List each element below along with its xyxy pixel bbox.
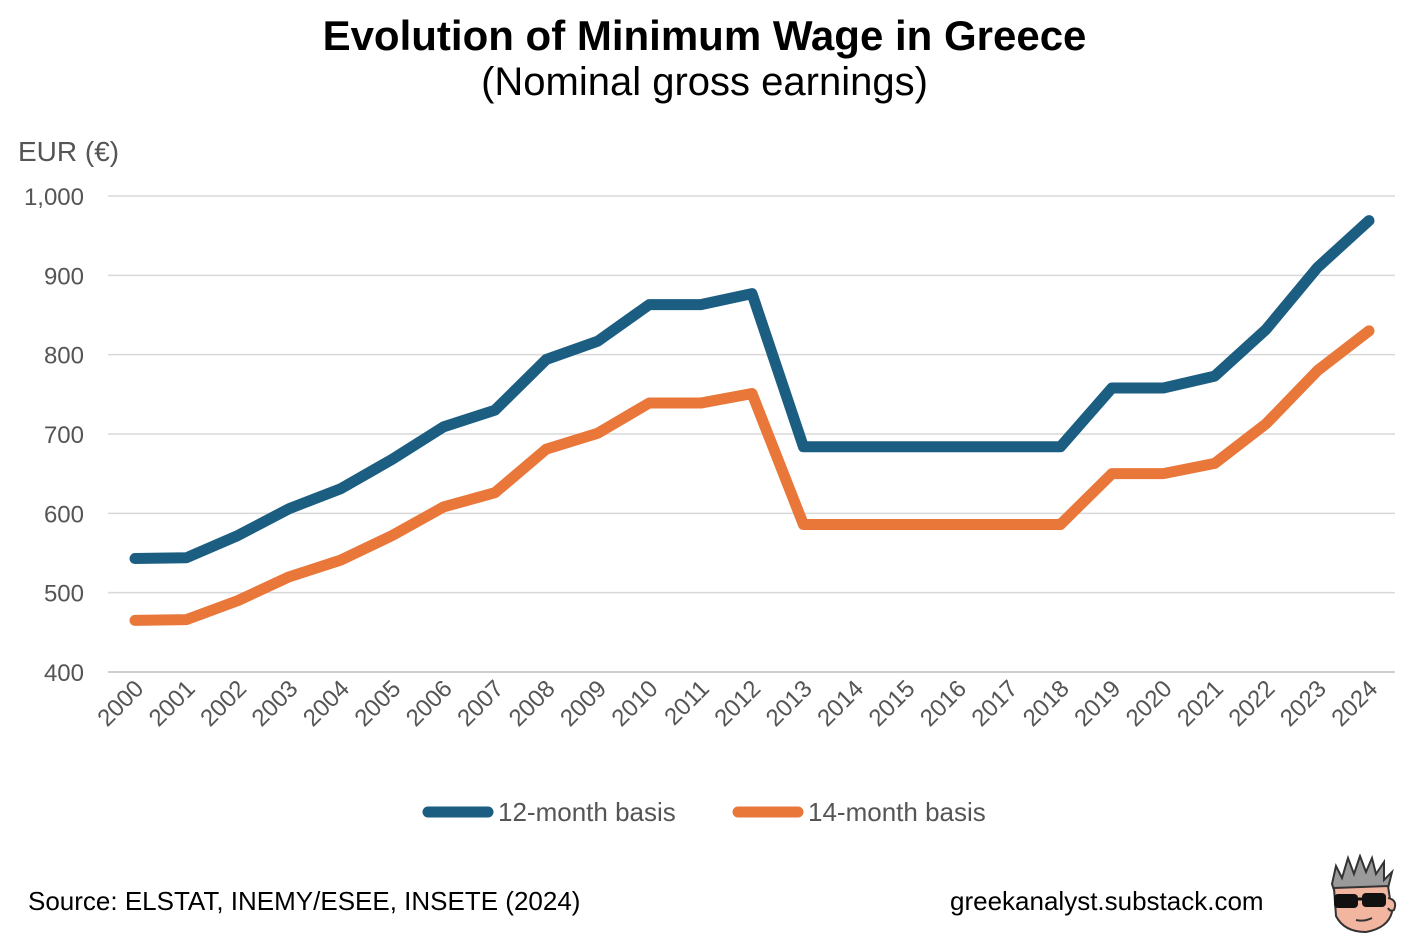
x-tick-label: 2010 <box>607 675 664 732</box>
x-tick-label: 2023 <box>1275 675 1332 732</box>
grid-layer <box>108 195 1395 673</box>
x-tick-label: 2020 <box>1121 675 1178 732</box>
y-tick-label: 900 <box>44 263 84 290</box>
x-tick-label: 2005 <box>349 675 406 732</box>
legend-label: 14-month basis <box>808 797 986 827</box>
x-tick-label: 2014 <box>812 675 869 732</box>
series-line-12-month-basis <box>129 215 1375 565</box>
x-tick-label: 2006 <box>401 675 458 732</box>
x-tick-label: 2016 <box>915 675 972 732</box>
x-tick-label: 2012 <box>709 675 766 732</box>
x-tick-label: 2022 <box>1224 675 1281 732</box>
x-tick-label: 2021 <box>1172 675 1229 732</box>
chart-subtitle: (Nominal gross earnings) <box>481 60 928 104</box>
legend: 12-month basis 14-month basis <box>422 797 986 827</box>
line-chart: 400 500 600 700 800 900 1,000 2000200120022003… <box>18 136 1395 827</box>
source-note: Source: ELSTAT, INEMY/ESEE, INSETE (2024… <box>28 886 581 916</box>
x-tick-label: 2004 <box>298 675 355 732</box>
x-tick-label: 2015 <box>864 675 921 732</box>
x-tick-label: 2013 <box>761 675 818 732</box>
x-tick-label: 2024 <box>1326 675 1383 732</box>
y-tick-label: 800 <box>44 343 84 370</box>
website-link[interactable]: greekanalyst.substack.com <box>950 886 1264 916</box>
author-avatar-icon <box>1330 854 1397 934</box>
x-tick-label: 2009 <box>555 675 612 732</box>
y-tick-label: 600 <box>44 501 84 528</box>
y-tick-label: 1,000 <box>24 184 84 211</box>
x-tick-label: 2007 <box>452 675 509 732</box>
y-axis-label: EUR (€) <box>18 136 119 167</box>
x-axis-ticks: 2000200120022003200420052006200720082009… <box>92 675 1383 732</box>
x-tick-label: 2008 <box>504 675 561 732</box>
x-tick-label: 2003 <box>247 675 304 732</box>
x-tick-label: 2001 <box>144 675 201 732</box>
series-layer <box>129 215 1375 626</box>
y-axis-ticks: 400 500 600 700 800 900 1,000 <box>24 184 84 687</box>
y-tick-label: 500 <box>44 581 84 608</box>
x-tick-label: 2000 <box>92 675 149 732</box>
x-tick-label: 2002 <box>195 675 252 732</box>
x-tick-label: 2019 <box>1069 675 1126 732</box>
series-line-14-month-basis <box>129 325 1375 626</box>
x-tick-label: 2011 <box>659 675 715 731</box>
chart-title: Evolution of Minimum Wage in Greece <box>322 12 1087 59</box>
x-tick-label: 2017 <box>966 675 1023 732</box>
y-tick-label: 400 <box>44 660 84 687</box>
x-tick-label: 2018 <box>1018 675 1075 732</box>
y-tick-label: 700 <box>44 422 84 449</box>
legend-label: 12-month basis <box>498 797 676 827</box>
